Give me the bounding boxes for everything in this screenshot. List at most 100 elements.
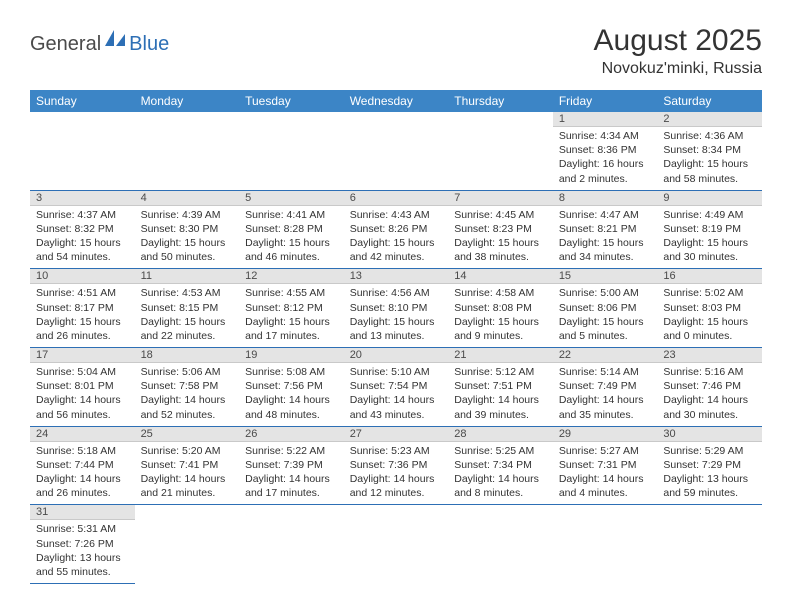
- day-number: 21: [448, 348, 553, 363]
- calendar-day: 26Sunrise: 5:22 AMSunset: 7:39 PMDayligh…: [239, 426, 344, 505]
- sunset-text: Sunset: 7:58 PM: [141, 379, 234, 393]
- sunset-text: Sunset: 8:36 PM: [559, 143, 652, 157]
- sunrise-text: Sunrise: 5:29 AM: [663, 444, 756, 458]
- daylight-text: Daylight: 14 hours and 4 minutes.: [559, 472, 652, 500]
- day-number: 30: [657, 427, 762, 442]
- day-number: 2: [657, 112, 762, 127]
- daylight-text: Daylight: 15 hours and 5 minutes.: [559, 315, 652, 343]
- sunrise-text: Sunrise: 4:47 AM: [559, 208, 652, 222]
- day-number: 8: [553, 191, 658, 206]
- calendar-day: 15Sunrise: 5:00 AMSunset: 8:06 PMDayligh…: [553, 269, 658, 348]
- day-content: Sunrise: 5:25 AMSunset: 7:34 PMDaylight:…: [448, 442, 553, 505]
- calendar-day: 21Sunrise: 5:12 AMSunset: 7:51 PMDayligh…: [448, 348, 553, 427]
- daylight-text: Daylight: 14 hours and 8 minutes.: [454, 472, 547, 500]
- sunrise-text: Sunrise: 4:58 AM: [454, 286, 547, 300]
- calendar-empty: [30, 112, 135, 190]
- day-content: Sunrise: 5:23 AMSunset: 7:36 PMDaylight:…: [344, 442, 449, 505]
- daylight-text: Daylight: 14 hours and 52 minutes.: [141, 393, 234, 421]
- day-number: 22: [553, 348, 658, 363]
- sunrise-text: Sunrise: 5:31 AM: [36, 522, 129, 536]
- day-number: 9: [657, 191, 762, 206]
- calendar-header: SundayMondayTuesdayWednesdayThursdayFrid…: [30, 90, 762, 112]
- calendar-day: 8 Sunrise: 4:47 AMSunset: 8:21 PMDaylight…: [553, 190, 658, 269]
- calendar-day: 19Sunrise: 5:08 AMSunset: 7:56 PMDayligh…: [239, 348, 344, 427]
- sunrise-text: Sunrise: 5:10 AM: [350, 365, 443, 379]
- sunrise-text: Sunrise: 4:39 AM: [141, 208, 234, 222]
- sunrise-text: Sunrise: 4:53 AM: [141, 286, 234, 300]
- calendar-empty: [239, 112, 344, 190]
- daylight-text: Daylight: 15 hours and 38 minutes.: [454, 236, 547, 264]
- calendar-day: 3Sunrise: 4:37 AMSunset: 8:32 PMDaylight…: [30, 190, 135, 269]
- calendar-day: 12Sunrise: 4:55 AMSunset: 8:12 PMDayligh…: [239, 269, 344, 348]
- location-label: Novokuz'minki, Russia: [594, 60, 762, 78]
- sunset-text: Sunset: 8:01 PM: [36, 379, 129, 393]
- header: General Blue August 2025 Novokuz'minki, …: [30, 24, 762, 78]
- sunrise-text: Sunrise: 4:36 AM: [663, 129, 756, 143]
- sunrise-text: Sunrise: 5:04 AM: [36, 365, 129, 379]
- daylight-text: Daylight: 14 hours and 43 minutes.: [350, 393, 443, 421]
- sunrise-text: Sunrise: 5:16 AM: [663, 365, 756, 379]
- sunset-text: Sunset: 7:31 PM: [559, 458, 652, 472]
- daylight-text: Daylight: 15 hours and 34 minutes.: [559, 236, 652, 264]
- day-content: Sunrise: 5:10 AMSunset: 7:54 PMDaylight:…: [344, 363, 449, 426]
- calendar-row: 10Sunrise: 4:51 AMSunset: 8:17 PMDayligh…: [30, 269, 762, 348]
- calendar-day: 5Sunrise: 4:41 AMSunset: 8:28 PMDaylight…: [239, 190, 344, 269]
- daylight-text: Daylight: 15 hours and 30 minutes.: [663, 236, 756, 264]
- daylight-text: Daylight: 14 hours and 56 minutes.: [36, 393, 129, 421]
- day-content: Sunrise: 5:22 AMSunset: 7:39 PMDaylight:…: [239, 442, 344, 505]
- calendar-day: 29Sunrise: 5:27 AMSunset: 7:31 PMDayligh…: [553, 426, 658, 505]
- day-content: Sunrise: 4:58 AMSunset: 8:08 PMDaylight:…: [448, 284, 553, 347]
- calendar-empty: [135, 112, 240, 190]
- sunrise-text: Sunrise: 4:55 AM: [245, 286, 338, 300]
- day-number: 7: [448, 191, 553, 206]
- day-number: 26: [239, 427, 344, 442]
- sunset-text: Sunset: 8:23 PM: [454, 222, 547, 236]
- day-content: Sunrise: 4:39 AMSunset: 8:30 PMDaylight:…: [135, 206, 240, 269]
- weekday-header: Friday: [553, 90, 658, 112]
- calendar-row: 1Sunrise: 4:34 AMSunset: 8:36 PMDaylight…: [30, 112, 762, 190]
- sunrise-text: Sunrise: 5:12 AM: [454, 365, 547, 379]
- sunrise-text: Sunrise: 4:37 AM: [36, 208, 129, 222]
- sunrise-text: Sunrise: 5:22 AM: [245, 444, 338, 458]
- weekday-header: Saturday: [657, 90, 762, 112]
- calendar-empty: [448, 505, 553, 584]
- page-title: August 2025: [594, 24, 762, 58]
- calendar-day: 11Sunrise: 4:53 AMSunset: 8:15 PMDayligh…: [135, 269, 240, 348]
- day-number: 5: [239, 191, 344, 206]
- day-content: Sunrise: 5:20 AMSunset: 7:41 PMDaylight:…: [135, 442, 240, 505]
- sunset-text: Sunset: 7:49 PM: [559, 379, 652, 393]
- sunrise-text: Sunrise: 5:25 AM: [454, 444, 547, 458]
- daylight-text: Daylight: 15 hours and 0 minutes.: [663, 315, 756, 343]
- sunset-text: Sunset: 8:15 PM: [141, 301, 234, 315]
- daylight-text: Daylight: 14 hours and 12 minutes.: [350, 472, 443, 500]
- daylight-text: Daylight: 14 hours and 26 minutes.: [36, 472, 129, 500]
- day-content: Sunrise: 5:08 AMSunset: 7:56 PMDaylight:…: [239, 363, 344, 426]
- brand-text-2: Blue: [129, 33, 169, 56]
- sunset-text: Sunset: 8:12 PM: [245, 301, 338, 315]
- sunset-text: Sunset: 7:26 PM: [36, 537, 129, 551]
- calendar-empty: [135, 505, 240, 584]
- sunrise-text: Sunrise: 5:06 AM: [141, 365, 234, 379]
- sunset-text: Sunset: 8:03 PM: [663, 301, 756, 315]
- calendar-day: 1Sunrise: 4:34 AMSunset: 8:36 PMDaylight…: [553, 112, 658, 190]
- sunrise-text: Sunrise: 4:45 AM: [454, 208, 547, 222]
- sunset-text: Sunset: 8:21 PM: [559, 222, 652, 236]
- sunrise-text: Sunrise: 4:34 AM: [559, 129, 652, 143]
- day-number: 4: [135, 191, 240, 206]
- daylight-text: Daylight: 14 hours and 21 minutes.: [141, 472, 234, 500]
- sunrise-text: Sunrise: 5:27 AM: [559, 444, 652, 458]
- daylight-text: Daylight: 14 hours and 48 minutes.: [245, 393, 338, 421]
- sunset-text: Sunset: 8:26 PM: [350, 222, 443, 236]
- brand-logo: General Blue: [30, 24, 169, 59]
- daylight-text: Daylight: 15 hours and 26 minutes.: [36, 315, 129, 343]
- page: General Blue August 2025 Novokuz'minki, …: [0, 0, 792, 594]
- day-number: 25: [135, 427, 240, 442]
- sunset-text: Sunset: 7:34 PM: [454, 458, 547, 472]
- daylight-text: Daylight: 15 hours and 9 minutes.: [454, 315, 547, 343]
- day-content: Sunrise: 4:53 AMSunset: 8:15 PMDaylight:…: [135, 284, 240, 347]
- calendar-day: 2Sunrise: 4:36 AMSunset: 8:34 PMDaylight…: [657, 112, 762, 190]
- sunset-text: Sunset: 8:17 PM: [36, 301, 129, 315]
- calendar-empty: [344, 505, 449, 584]
- day-content: Sunrise: 4:55 AMSunset: 8:12 PMDaylight:…: [239, 284, 344, 347]
- sunrise-text: Sunrise: 4:51 AM: [36, 286, 129, 300]
